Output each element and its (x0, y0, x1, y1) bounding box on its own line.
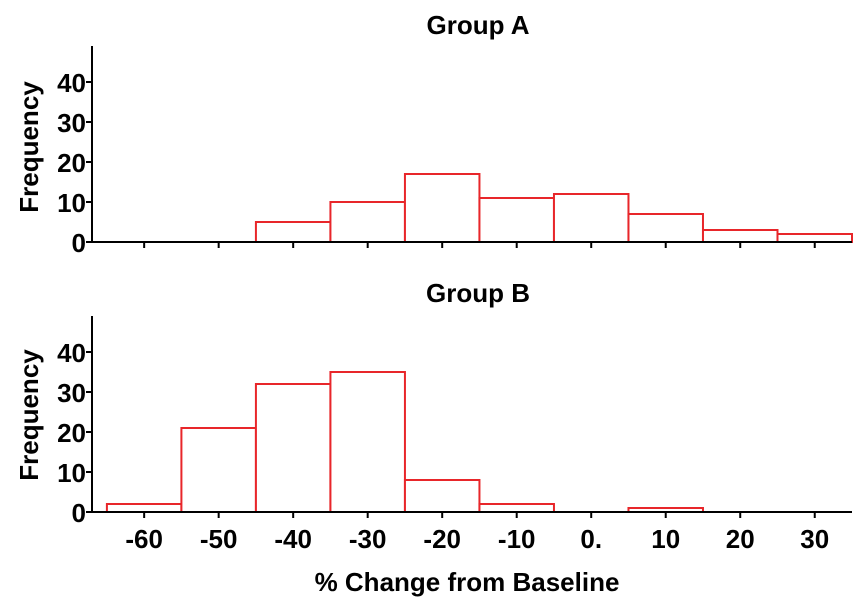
bar-group-a-2 (403, 173, 481, 243)
y-tick-label-group-b-4: 40 (57, 338, 86, 368)
bar-group-a-0 (254, 221, 332, 243)
panel-title-group-b: Group B (426, 278, 530, 308)
bar-group-a-7 (776, 233, 853, 243)
x-axis-label: % Change from Baseline (315, 567, 620, 597)
y-axis-label-group-b: Frequency (14, 349, 44, 481)
y-tick-label-group-b-3: 30 (57, 378, 86, 408)
y-tick-label-group-b-0: 0 (72, 498, 86, 528)
y-tick-label-group-a-2: 20 (57, 148, 86, 178)
y-axis-label-group-a: Frequency (14, 81, 44, 213)
bar-group-b-1 (180, 427, 257, 513)
panel-group-a: Group A Frequency 0 10 20 30 40 (14, 10, 853, 258)
bar-group-b-5 (478, 503, 555, 513)
x-tick-label-5: -10 (498, 524, 536, 554)
x-tick-label-1: -50 (200, 524, 238, 554)
bar-group-a-3 (478, 197, 555, 243)
y-ticks-group-a: 0 10 20 30 40 (57, 68, 92, 258)
bar-group-b-2 (254, 383, 332, 513)
y-tick-label-group-a-3: 30 (57, 108, 86, 138)
x-tick-label-4: -20 (423, 524, 461, 554)
panel-title-group-a: Group A (426, 10, 529, 40)
y-tick-label-group-a-4: 40 (57, 68, 86, 98)
bar-group-b-0 (105, 503, 183, 513)
bars-group-b (105, 371, 704, 513)
y-tick-label-group-b-1: 10 (57, 458, 86, 488)
x-tick-label-9: 30 (800, 524, 829, 554)
bars-group-a (254, 173, 853, 243)
x-tick-labels: -60 -50 -40 -30 -20 -10 0. 10 20 30 (125, 524, 829, 554)
y-ticks-group-b: 0 10 20 30 40 (57, 338, 92, 528)
x-tick-label-7: 10 (651, 524, 680, 554)
y-tick-label-group-a-1: 10 (57, 188, 86, 218)
bar-group-b-3 (329, 371, 406, 513)
x-tick-label-0: -60 (125, 524, 163, 554)
x-tick-label-3: -30 (349, 524, 387, 554)
y-tick-label-group-b-2: 20 (57, 418, 86, 448)
bar-group-a-5 (627, 213, 704, 243)
panel-group-b: Group B Frequency 0 10 20 30 40 (14, 278, 852, 528)
bar-group-a-6 (701, 229, 779, 243)
x-tick-label-8: 20 (726, 524, 755, 554)
y-tick-label-group-a-0: 0 (72, 228, 86, 258)
bar-group-b-4 (403, 479, 481, 513)
x-tick-label-2: -40 (274, 524, 312, 554)
bar-group-a-4 (552, 193, 630, 243)
bar-group-a-1 (329, 201, 406, 243)
x-tick-label-6: 0. (580, 524, 602, 554)
